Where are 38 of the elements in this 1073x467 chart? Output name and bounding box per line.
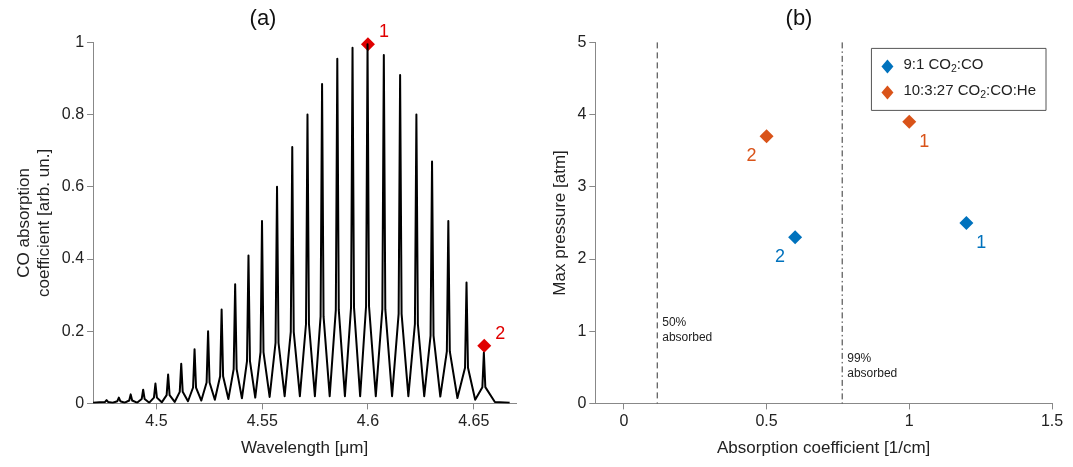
x-tick-label: 4.65 (458, 412, 490, 430)
y-tick-label: 3 (577, 177, 587, 195)
x-tick-label: 0 (619, 412, 629, 430)
point (759, 129, 774, 144)
y-tick-label: 1 (75, 32, 85, 50)
y-tick-label: 0.4 (61, 249, 85, 267)
point (902, 114, 917, 129)
x-tick-label: 4.5 (145, 412, 168, 430)
y-tick-label: 5 (577, 32, 587, 50)
annotation: 2 (775, 246, 786, 267)
x-tick-label: 4.55 (246, 412, 278, 430)
y-tick-label: 0 (75, 393, 85, 411)
chart-title: (a) (249, 5, 277, 31)
y-tick-label: 2 (577, 249, 587, 267)
annotation: 1 (919, 130, 930, 151)
x-axis-title: Wavelength [μm] (240, 438, 369, 458)
x-tick-label: 4.6 (356, 412, 380, 430)
y-tick-label: 0.8 (61, 105, 85, 123)
y-tick-label: 4 (577, 105, 587, 123)
y-axis-title: CO absorption coefficient [arb. un.] (13, 148, 54, 297)
y-tick-label: 1 (577, 321, 587, 339)
chart-title: (b) (785, 5, 813, 31)
annotation: 2 (746, 145, 757, 166)
x-axis-title: Absorption coefficient [1/cm] (717, 438, 931, 458)
x-tick-label: 1.5 (1040, 412, 1064, 430)
annotation: 1 (378, 21, 389, 42)
y-tick-label: 0.6 (61, 177, 85, 195)
x-tick-label: 0.5 (755, 412, 778, 430)
annotation: 2 (495, 322, 506, 343)
annotation: 1 (976, 231, 987, 252)
ref-line-label: 50% absorbed (662, 315, 713, 345)
point (788, 230, 803, 245)
y-tick-label: 0.2 (61, 321, 85, 339)
ref-line-label: 99% absorbed (847, 351, 898, 381)
x-tick-label: 1 (904, 412, 914, 430)
y-axis-title: Max pressure [atm] (549, 150, 569, 296)
point (959, 215, 974, 230)
y-tick-label: 0 (577, 393, 587, 411)
